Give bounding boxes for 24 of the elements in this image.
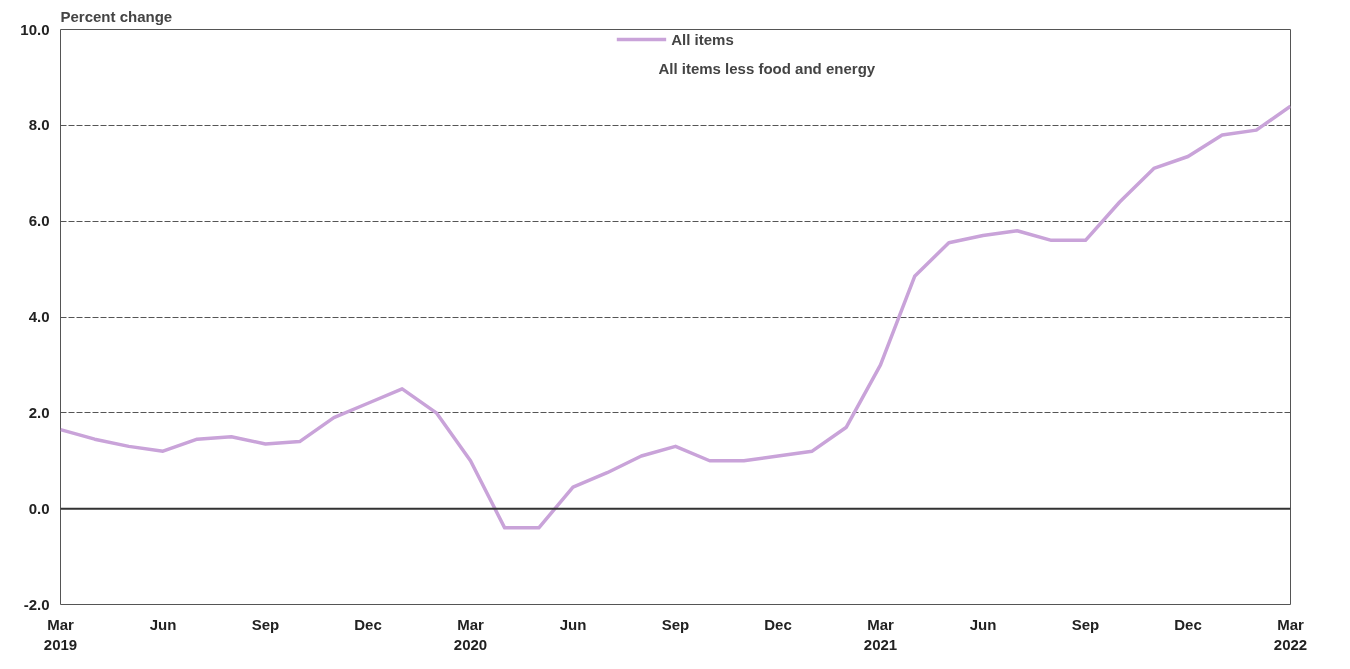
y-axis-title: Percent change <box>60 7 173 25</box>
y-tick-label: 0.0 <box>28 499 50 517</box>
x-tick-label: Jun <box>149 615 177 633</box>
x-tick-label: Sep <box>251 615 280 633</box>
y-tick-label: 6.0 <box>28 212 50 230</box>
x-tick-label: Dec <box>354 615 382 633</box>
y-tick-label: -2.0 <box>23 595 50 613</box>
x-tick-label: Mar 2020 <box>453 615 488 653</box>
x-tick-label: Jun <box>969 615 997 633</box>
annotation: All items less food and energy <box>658 59 876 77</box>
x-tick-label: Mar 2021 <box>863 615 898 653</box>
y-tick-label: 8.0 <box>28 116 50 134</box>
legend-label: All items <box>671 30 734 48</box>
x-tick-label: Sep <box>1071 615 1100 633</box>
x-tick-label: Mar 2019 <box>43 615 78 653</box>
x-tick-label: Jun <box>559 615 587 633</box>
x-tick-label: Sep <box>661 615 690 633</box>
line-series <box>60 104 1291 530</box>
y-tick-label: 10.0 <box>20 20 50 38</box>
x-tick-label: Dec <box>1174 615 1202 633</box>
y-tick-label: 2.0 <box>28 403 50 421</box>
y-tick-label: 4.0 <box>28 308 50 325</box>
x-tick-label: Dec <box>764 615 792 633</box>
x-tick-label: Mar 2022 <box>1273 615 1308 653</box>
